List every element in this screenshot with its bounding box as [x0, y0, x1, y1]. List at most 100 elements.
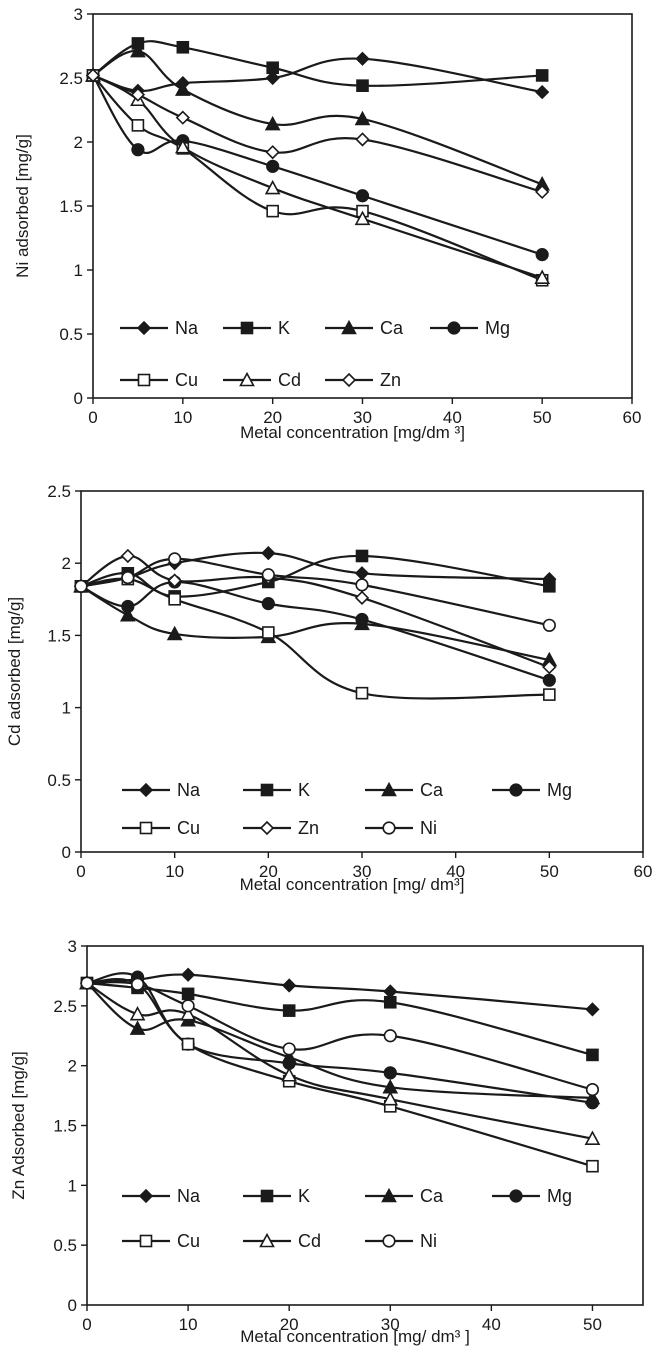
legend-label: Ca [380, 318, 404, 338]
data-point [121, 599, 135, 614]
series-ni [80, 976, 600, 1097]
legend-item-k: K [243, 1186, 310, 1206]
legend-item-k: K [223, 318, 290, 338]
legend-label: Ca [420, 1186, 444, 1206]
legend-marker [136, 320, 152, 336]
legend-marker [139, 1234, 153, 1248]
x-tick-label: 40 [482, 1315, 501, 1334]
y-axis-label: Cd adsorbed [mg/g] [5, 597, 24, 746]
y-tick-label: 2 [62, 554, 71, 573]
data-point [266, 61, 279, 75]
data-point [261, 545, 276, 561]
y-tick-label: 0 [68, 1296, 77, 1315]
data-point [354, 590, 370, 605]
data-point [543, 688, 556, 701]
data-point [131, 143, 145, 157]
legend-item-cu: Cu [122, 1231, 200, 1251]
y-tick-label: 0 [62, 843, 71, 862]
series-k [80, 976, 599, 1062]
legend-marker [509, 783, 523, 797]
data-point [383, 1066, 397, 1080]
y-tick-label: 3 [74, 5, 83, 24]
x-tick-label: 30 [381, 1315, 400, 1334]
data-point [355, 189, 370, 203]
y-tick-label: 1 [68, 1176, 77, 1195]
legend-item-na: Na [122, 1186, 201, 1206]
data-point [264, 115, 281, 131]
series-line [86, 973, 593, 1011]
data-point [265, 70, 280, 86]
legend-marker [447, 321, 461, 335]
x-tick-label: 30 [353, 408, 372, 427]
data-point [535, 248, 549, 262]
x-tick-label: 0 [76, 862, 85, 881]
legend-marker [381, 1187, 397, 1203]
legend-marker [341, 372, 357, 388]
y-tick-label: 0.5 [53, 1236, 77, 1255]
data-point [261, 568, 275, 582]
series-line [80, 585, 550, 662]
y-axis-label: Ni adsorbed [mg/g] [13, 134, 32, 278]
data-point [355, 132, 370, 147]
legend-label: Zn [380, 370, 401, 390]
data-point [282, 1042, 296, 1056]
data-point [535, 84, 550, 100]
legend-label: Cu [177, 818, 200, 838]
x-axis-label: Metal concentration [mg/ dm³] [240, 875, 465, 894]
legend-label: Cu [175, 370, 198, 390]
data-point [585, 1002, 600, 1017]
series-line [86, 982, 593, 1140]
y-tick-label: 1.5 [53, 1117, 77, 1136]
chart-2: 0 0.5 1 1.5 2 2.5 0 10 20 30 40 50 60 Metal concentra… [5, 482, 652, 894]
data-point [168, 552, 182, 566]
series-line [86, 972, 593, 1104]
legend-label: Cu [177, 1231, 200, 1251]
data-point [542, 660, 557, 675]
legend-label: Ca [420, 780, 444, 800]
legend-item-na: Na [122, 780, 201, 800]
x-tick-label: 40 [446, 862, 465, 881]
legend-item-mg: Mg [430, 318, 510, 338]
legend-marker [137, 373, 151, 387]
data-point [130, 87, 146, 102]
legend-item-na: Na [120, 318, 199, 338]
legend: Na K Ca Mg Cu Cd Ni [122, 1186, 572, 1251]
data-point [129, 1020, 146, 1035]
legend-label: Na [177, 1186, 201, 1206]
data-point [180, 967, 196, 982]
series-zn [85, 68, 550, 200]
y-tick-label: 1.5 [47, 626, 71, 645]
legend-marker [382, 821, 396, 835]
data-point [355, 549, 369, 563]
legend-label: Cd [278, 370, 301, 390]
x-tick-label: 60 [623, 408, 642, 427]
legend-item-k: K [243, 780, 310, 800]
x-tick-label: 20 [263, 408, 282, 427]
series-line [92, 57, 543, 94]
data-point [266, 204, 279, 218]
legend-item-cu: Cu [120, 370, 198, 390]
y-tick-label: 3 [68, 937, 77, 956]
data-point [584, 1130, 601, 1145]
data-point [356, 79, 369, 92]
data-point [176, 40, 190, 54]
y-tick-label: 0 [74, 389, 83, 408]
x-tick-label: 50 [540, 862, 559, 881]
data-point [168, 592, 181, 606]
series-cd [85, 67, 551, 284]
legend-item-cd: Cd [223, 370, 301, 390]
data-point [119, 607, 136, 622]
legend-item-ca: Ca [365, 780, 444, 800]
data-point [383, 1029, 397, 1043]
series-mg [86, 68, 549, 262]
data-point [543, 580, 556, 593]
y-tick-label: 2 [68, 1057, 77, 1076]
data-point [586, 1048, 599, 1062]
series-line [92, 50, 543, 186]
series-ca [73, 578, 558, 667]
data-point [534, 269, 551, 284]
x-axis-label: Metal concentration [mg/ dm³ ] [240, 1327, 470, 1346]
legend-label: Cd [298, 1231, 321, 1251]
series-cu [74, 572, 556, 701]
legend-marker [341, 319, 357, 335]
